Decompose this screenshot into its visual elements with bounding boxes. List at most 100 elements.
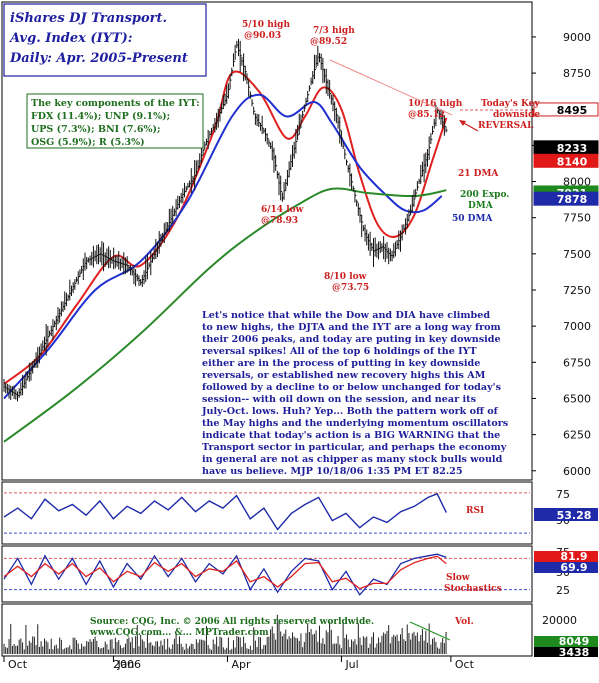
x-axis-ticks: Oct Jan Apr Jul Oct [3, 656, 475, 671]
stoch-label: Slow [446, 573, 470, 583]
price-panel-frame [1, 1, 533, 481]
commentary-line: either are in the process of putting in … [202, 358, 480, 369]
commentary-line: in general are not as chipper as many st… [202, 454, 503, 465]
commentary-line: the May highs and the underlying momentu… [202, 418, 508, 429]
rsi-value: 53.28 [557, 509, 592, 522]
stoch-d-line [3, 555, 447, 590]
stoch-k-badge [534, 551, 598, 562]
y-tick-label: 6250 [563, 429, 591, 442]
chart-title-line3: Daily: Apr. 2005-Present [9, 51, 188, 66]
annotation-july-high: 7/3 high [313, 26, 355, 36]
stoch-k-line [3, 553, 447, 596]
components-line2: UPS (7.3%); BNI (7.6%); [31, 124, 160, 135]
commentary-line: Let's notice that while the Dow and DIA … [202, 310, 490, 321]
annotation-may-high: 5/10 high [242, 20, 290, 30]
rsi-indicator [3, 492, 530, 534]
commentary-line: indicate that today's action is a BIG WA… [202, 430, 500, 441]
volume-badge-1 [534, 636, 598, 647]
right-value-badges: 84958233814079217878 [533, 102, 599, 206]
commentary-line: reversal spikes! All of the top 6 holdin… [202, 346, 477, 357]
commentary-line: session-- with oil down on the session, … [202, 394, 476, 405]
stoch-label-2: Stochastics [444, 584, 502, 594]
y-tick-label: 6500 [563, 392, 591, 405]
volume-bars [3, 614, 447, 654]
components-line3: OSG (5.9%); R (5.3%) [31, 137, 145, 148]
label-200-dma-line1: 200 Expo. [460, 190, 509, 200]
annotation-aug-low-value: @73.75 [332, 283, 369, 293]
volume-trend-line [409, 621, 451, 641]
y-tick-label: 9000 [563, 31, 591, 44]
annotation-july-high-value: @89.52 [310, 37, 347, 47]
x-tick-label: Jul [344, 658, 358, 671]
reversal-label-line2: downside [493, 110, 540, 120]
price-badge [533, 191, 599, 206]
source-line1: Source: CQG, Inc. © 2006 All rights rese… [90, 617, 374, 627]
volume-badge-1-value: 8049 [559, 635, 590, 648]
rsi-label: RSI [466, 506, 484, 516]
year-label: 2006 [113, 658, 141, 671]
x-tick-label: Apr [231, 658, 251, 671]
price-badge-value: 8495 [557, 104, 588, 117]
source-line2: www.CQG.com... &... MPTrader.com [89, 628, 269, 638]
components-box [26, 93, 204, 149]
volume-label: Vol. [454, 617, 474, 627]
commentary-line: Transport sector in particular, and perh… [202, 442, 507, 453]
stoch-k-value: 81.9 [560, 550, 587, 563]
price-series [3, 38, 448, 402]
commentary-line: have us believe. MJP 10/18/06 1:35 PM ET… [202, 466, 463, 477]
annotation-may-high-value: @90.03 [244, 31, 281, 41]
x-tick-label: Jan [116, 658, 134, 671]
y-tick-label: 6750 [563, 356, 591, 369]
price-badge [533, 102, 599, 117]
components-heading: The key components of the IYT: [31, 98, 200, 109]
label-200-dma-line2: DMA [468, 201, 494, 211]
annotation-aug-low: 8/10 low [324, 272, 367, 282]
commentary-line: to new highs, the DJTA and the IYT are a… [202, 322, 501, 333]
y-tick-label: 8750 [563, 67, 591, 80]
commentary-line: followed by a decline to or below unchan… [202, 382, 501, 393]
rsi-value-badge [534, 508, 598, 521]
volume-badge-2 [534, 647, 598, 657]
rsi-tick-75: 75 [556, 488, 570, 501]
stoch-tick-25: 25 [556, 584, 570, 597]
price-badge-value: 8233 [557, 142, 588, 155]
annotation-oct-high: 10/16 high [408, 99, 463, 109]
annotation-june-low-value: @78.93 [261, 216, 298, 226]
volume-tick-20000: 20000 [542, 614, 577, 627]
y-tick-label: 7500 [563, 248, 591, 261]
commentary-block: Let's notice that while the Dow and DIA … [201, 310, 508, 477]
y-tick-label: 7750 [563, 212, 591, 225]
ma-line-200-expo-dma [3, 187, 447, 443]
y-tick-label: 7000 [563, 320, 591, 333]
label-21-dma: 21 DMA [458, 169, 499, 179]
components-line1: FDX (11.4%); UNP (9.1%); [31, 111, 170, 122]
chart-title-line1: iShares DJ Transport. [10, 11, 167, 26]
reversal-arrowhead [459, 120, 466, 126]
title-box [3, 3, 207, 77]
chart-title-line2: Avg. Index (IYT): [8, 31, 133, 46]
ma-line-50-dma [3, 93, 443, 400]
y-tick-label: 6000 [563, 465, 591, 478]
commentary-line: reversals, or established new recovery h… [202, 370, 486, 381]
commentary-line: their 2006 peaks, and today are puting i… [202, 334, 501, 345]
price-badge-value: 7878 [557, 193, 588, 206]
stochastics-indicator [3, 553, 530, 596]
annotation-oct-high-value: @85.12 [408, 110, 445, 120]
reversal-arrow [461, 121, 479, 132]
stoch-d-value: 69.9 [560, 561, 587, 574]
y-tick-label: 8000 [563, 176, 591, 189]
reversal-label-line3: REVERSAL [478, 121, 534, 131]
x-tick-label: Oct [455, 658, 475, 671]
x-tick-label: Oct [8, 658, 28, 671]
volume-badge-2-value: 3438 [559, 646, 590, 659]
price-badge [533, 153, 599, 168]
rsi-line [3, 492, 447, 531]
stoch-d-badge [534, 562, 598, 573]
y-tick-label: 7250 [563, 284, 591, 297]
reversal-label-line1: Today's Key [481, 99, 540, 109]
label-50-dma: 50 DMA [452, 214, 493, 224]
commentary-line: July-Oct. lows. Huh? Yep... Both the pat… [201, 406, 499, 417]
price-badge-value: 8140 [557, 155, 588, 168]
downtrend-line [329, 59, 453, 116]
